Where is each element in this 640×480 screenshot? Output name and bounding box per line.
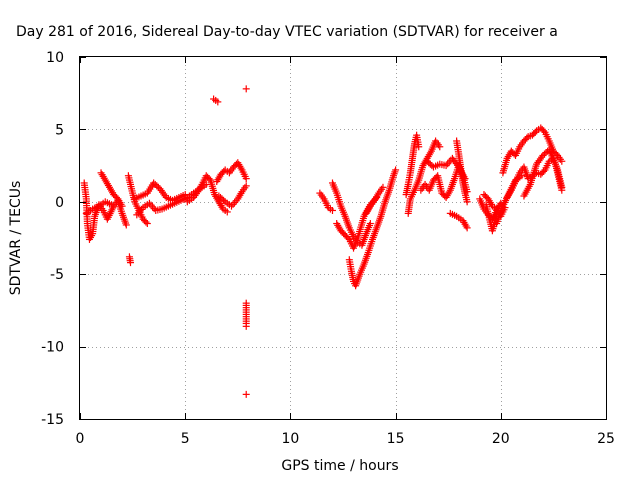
x-tick-label: 25 bbox=[597, 431, 615, 447]
grid-lines bbox=[80, 57, 606, 419]
x-tick-label: 5 bbox=[181, 431, 190, 447]
data-point bbox=[214, 98, 222, 106]
data-point bbox=[229, 200, 237, 208]
data-points bbox=[80, 85, 566, 398]
data-point bbox=[242, 85, 250, 93]
axis-ticks bbox=[80, 57, 607, 420]
x-tick-label: 15 bbox=[387, 431, 405, 447]
data-point bbox=[540, 167, 548, 175]
data-point bbox=[328, 206, 336, 214]
data-point bbox=[242, 182, 250, 190]
data-point bbox=[379, 183, 387, 191]
y-tick-label: -5 bbox=[50, 267, 64, 283]
data-point bbox=[126, 259, 134, 267]
data-point bbox=[558, 186, 566, 194]
data-point bbox=[344, 234, 352, 242]
data-point bbox=[223, 208, 231, 216]
data-point bbox=[143, 220, 151, 228]
data-point bbox=[463, 198, 471, 206]
y-tick-label: -10 bbox=[41, 340, 64, 356]
data-point bbox=[444, 160, 452, 168]
plot-frame bbox=[79, 56, 607, 420]
data-point bbox=[142, 218, 150, 226]
data-point bbox=[558, 157, 566, 165]
data-point bbox=[220, 196, 228, 204]
data-point bbox=[122, 221, 130, 229]
y-axis-label: SDTVAR / TECUs bbox=[8, 181, 24, 296]
y-tick-label: 5 bbox=[55, 122, 64, 138]
x-tick-labels: 0 5 10 15 20 25 bbox=[76, 431, 615, 447]
y-tick-label: -15 bbox=[41, 412, 64, 428]
x-tick-label: 10 bbox=[281, 431, 299, 447]
data-point bbox=[150, 205, 158, 213]
data-point bbox=[205, 175, 213, 183]
data-point bbox=[531, 128, 539, 136]
chart-title: Day 281 of 2016, Sidereal Day-to-day VTE… bbox=[16, 24, 558, 40]
x-axis-label: GPS time / hours bbox=[281, 458, 398, 474]
data-point bbox=[523, 134, 531, 142]
data-point bbox=[242, 175, 250, 183]
data-point bbox=[242, 322, 250, 330]
data-point bbox=[415, 143, 423, 151]
data-point bbox=[118, 202, 126, 210]
y-tick-label: 10 bbox=[46, 50, 64, 66]
data-point bbox=[436, 143, 444, 151]
data-point bbox=[463, 224, 471, 232]
data-point bbox=[108, 201, 116, 209]
y-tick-label: 0 bbox=[55, 195, 64, 211]
data-point bbox=[366, 220, 374, 228]
x-tick-label: 20 bbox=[492, 431, 510, 447]
x-tick-label: 0 bbox=[76, 431, 85, 447]
data-point bbox=[242, 390, 250, 398]
data-point bbox=[518, 172, 526, 180]
data-point bbox=[540, 127, 548, 135]
y-tick-labels: -15 -10 -5 0 5 10 bbox=[41, 50, 64, 428]
data-point bbox=[392, 166, 400, 174]
